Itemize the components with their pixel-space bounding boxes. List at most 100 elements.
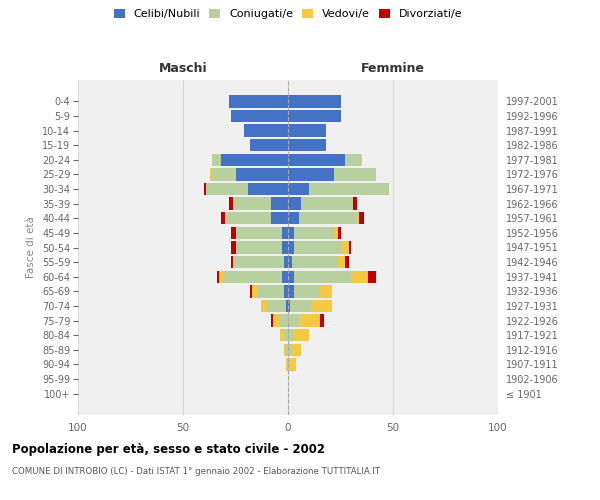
Bar bbox=[288, 95, 341, 108]
Bar bbox=[299, 212, 358, 224]
Bar bbox=[288, 124, 326, 137]
Bar bbox=[284, 256, 288, 268]
Bar bbox=[288, 242, 295, 254]
Text: Maschi: Maschi bbox=[158, 62, 208, 75]
Bar bbox=[368, 270, 376, 283]
Bar bbox=[359, 212, 364, 224]
Bar bbox=[309, 183, 389, 196]
Bar bbox=[232, 256, 233, 268]
Bar bbox=[288, 198, 301, 210]
Bar bbox=[235, 226, 282, 239]
Bar bbox=[288, 270, 295, 283]
Bar bbox=[288, 344, 292, 356]
Bar bbox=[301, 198, 353, 210]
Bar bbox=[288, 314, 299, 326]
Bar bbox=[204, 183, 206, 196]
Bar bbox=[299, 314, 320, 326]
Bar bbox=[288, 256, 292, 268]
Bar bbox=[351, 270, 368, 283]
Bar bbox=[353, 198, 358, 210]
Bar bbox=[288, 183, 309, 196]
Bar bbox=[349, 242, 351, 254]
Bar bbox=[274, 314, 280, 326]
Bar bbox=[232, 242, 235, 254]
Bar bbox=[284, 329, 288, 342]
Bar bbox=[311, 300, 332, 312]
Bar bbox=[284, 344, 286, 356]
Bar bbox=[282, 242, 288, 254]
Bar bbox=[217, 270, 218, 283]
Bar bbox=[229, 198, 233, 210]
Bar bbox=[271, 198, 288, 210]
Bar bbox=[288, 285, 295, 298]
Bar bbox=[244, 124, 288, 137]
Bar bbox=[295, 270, 351, 283]
Bar bbox=[288, 168, 334, 180]
Bar bbox=[267, 300, 286, 312]
Bar bbox=[212, 168, 235, 180]
Bar bbox=[286, 358, 288, 370]
Bar bbox=[292, 256, 338, 268]
Bar bbox=[206, 183, 248, 196]
Bar bbox=[338, 256, 345, 268]
Bar bbox=[320, 314, 324, 326]
Bar bbox=[233, 256, 284, 268]
Bar bbox=[250, 139, 288, 151]
Bar bbox=[253, 285, 257, 298]
Bar bbox=[288, 139, 326, 151]
Bar bbox=[223, 270, 282, 283]
Bar bbox=[345, 154, 362, 166]
Bar bbox=[288, 212, 299, 224]
Bar bbox=[248, 183, 288, 196]
Bar bbox=[338, 226, 341, 239]
Bar bbox=[286, 344, 288, 356]
Bar bbox=[288, 226, 295, 239]
Bar bbox=[290, 358, 296, 370]
Bar bbox=[271, 212, 288, 224]
Text: Femmine: Femmine bbox=[361, 62, 425, 75]
Legend: Celibi/Nubili, Coniugati/e, Vedovi/e, Divorziati/e: Celibi/Nubili, Coniugati/e, Vedovi/e, Di… bbox=[110, 6, 466, 22]
Bar bbox=[280, 314, 288, 326]
Bar bbox=[320, 285, 332, 298]
Bar bbox=[257, 285, 284, 298]
Bar bbox=[221, 154, 288, 166]
Bar bbox=[286, 300, 288, 312]
Bar bbox=[235, 242, 282, 254]
Bar bbox=[290, 300, 311, 312]
Bar bbox=[288, 329, 295, 342]
Bar bbox=[212, 154, 221, 166]
Bar bbox=[235, 168, 288, 180]
Bar bbox=[232, 226, 235, 239]
Bar bbox=[292, 344, 301, 356]
Bar bbox=[280, 329, 284, 342]
Bar bbox=[341, 242, 349, 254]
Bar bbox=[221, 212, 225, 224]
Text: COMUNE DI INTROBIO (LC) - Dati ISTAT 1° gennaio 2002 - Elaborazione TUTTITALIA.I: COMUNE DI INTROBIO (LC) - Dati ISTAT 1° … bbox=[12, 468, 380, 476]
Bar bbox=[334, 168, 376, 180]
Bar bbox=[295, 226, 334, 239]
Bar bbox=[260, 300, 267, 312]
Bar bbox=[282, 226, 288, 239]
Bar bbox=[334, 226, 338, 239]
Bar bbox=[232, 110, 288, 122]
Bar bbox=[229, 95, 288, 108]
Bar bbox=[288, 154, 345, 166]
Bar bbox=[271, 314, 274, 326]
Text: Popolazione per età, sesso e stato civile - 2002: Popolazione per età, sesso e stato civil… bbox=[12, 442, 325, 456]
Bar bbox=[288, 110, 341, 122]
Bar bbox=[284, 285, 288, 298]
Bar bbox=[218, 270, 223, 283]
Bar bbox=[210, 168, 212, 180]
Bar bbox=[358, 212, 359, 224]
Bar bbox=[282, 270, 288, 283]
Bar bbox=[288, 300, 290, 312]
Bar bbox=[288, 358, 290, 370]
Bar bbox=[233, 198, 271, 210]
Bar bbox=[295, 242, 341, 254]
Y-axis label: Fasce di età: Fasce di età bbox=[26, 216, 37, 278]
Bar bbox=[225, 212, 271, 224]
Bar bbox=[345, 256, 349, 268]
Bar bbox=[295, 285, 320, 298]
Bar bbox=[295, 329, 309, 342]
Bar bbox=[250, 285, 252, 298]
